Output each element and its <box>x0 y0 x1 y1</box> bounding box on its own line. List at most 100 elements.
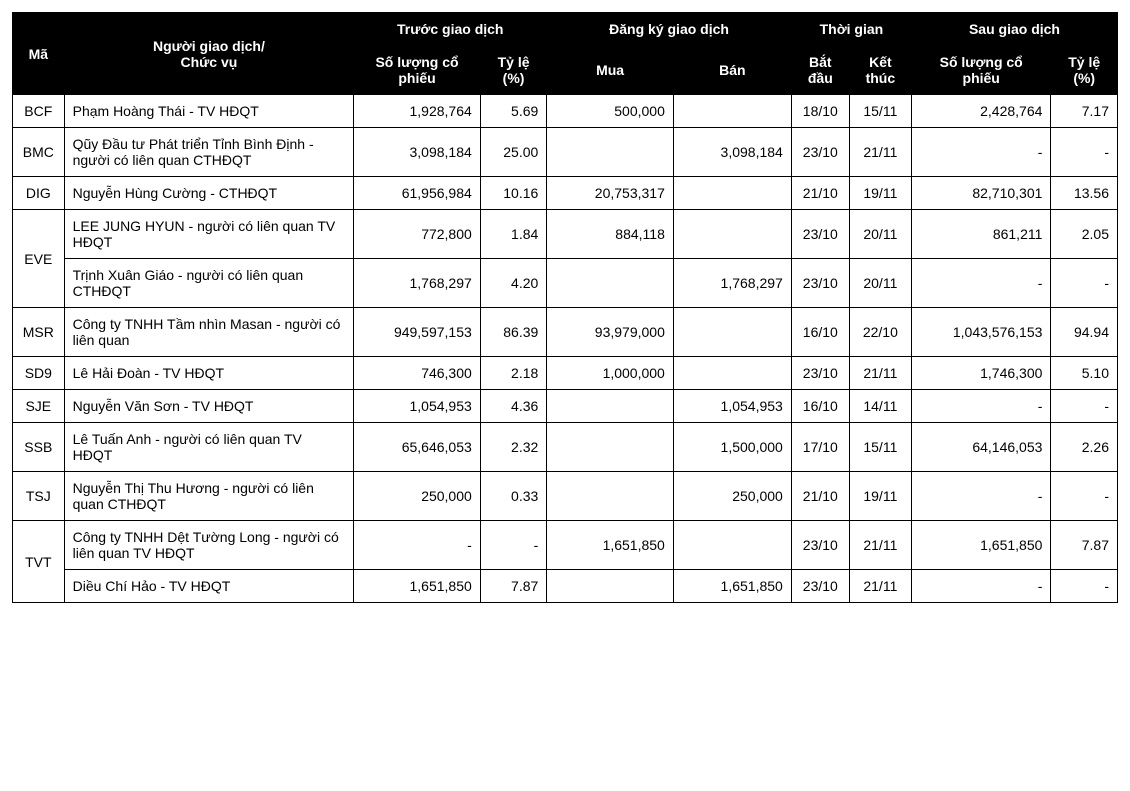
cell-sell: 250,000 <box>673 472 791 521</box>
cell-trader: Nguyễn Hùng Cường - CTHĐQT <box>64 177 354 210</box>
cell-buy: 20,753,317 <box>547 177 674 210</box>
cell-end: 15/11 <box>849 423 911 472</box>
cell-start: 16/10 <box>791 308 849 357</box>
cell-before-pct: - <box>480 521 547 570</box>
cell-before-pct: 86.39 <box>480 308 547 357</box>
cell-start: 18/10 <box>791 95 849 128</box>
col-before-qty: Số lượng cổ phiếu <box>354 46 481 95</box>
cell-before-qty: 1,928,764 <box>354 95 481 128</box>
cell-buy: 1,000,000 <box>547 357 674 390</box>
cell-after-qty: - <box>911 259 1050 308</box>
cell-start: 23/10 <box>791 570 849 603</box>
table-row: EVELEE JUNG HYUN - người có liên quan TV… <box>13 210 1118 259</box>
cell-trader: Trịnh Xuân Giáo - người có liên quan CTH… <box>64 259 354 308</box>
cell-buy: 93,979,000 <box>547 308 674 357</box>
cell-after-qty: 2,428,764 <box>911 95 1050 128</box>
cell-code: DIG <box>13 177 65 210</box>
cell-start: 23/10 <box>791 210 849 259</box>
cell-before-qty: 61,956,984 <box>354 177 481 210</box>
cell-trader: Lê Tuấn Anh - người có liên quan TV HĐQT <box>64 423 354 472</box>
cell-after-pct: - <box>1051 472 1118 521</box>
cell-trader: Lê Hải Đoàn - TV HĐQT <box>64 357 354 390</box>
cell-sell: 1,500,000 <box>673 423 791 472</box>
cell-before-pct: 4.36 <box>480 390 547 423</box>
cell-start: 21/10 <box>791 177 849 210</box>
cell-trader: Nguyễn Văn Sơn - TV HĐQT <box>64 390 354 423</box>
table-row: MSRCông ty TNHH Tầm nhìn Masan - người c… <box>13 308 1118 357</box>
table-row: TVTCông ty TNHH Dệt Tường Long - người c… <box>13 521 1118 570</box>
cell-before-qty: 949,597,153 <box>354 308 481 357</box>
col-code: Mã <box>13 13 65 95</box>
cell-after-qty: 64,146,053 <box>911 423 1050 472</box>
table-body: BCFPhạm Hoàng Thái - TV HĐQT1,928,7645.6… <box>13 95 1118 603</box>
col-before-pct: Tỷ lệ (%) <box>480 46 547 95</box>
cell-before-qty: 746,300 <box>354 357 481 390</box>
col-trader: Người giao dịch/ Chức vụ <box>64 13 354 95</box>
table-row: BCFPhạm Hoàng Thái - TV HĐQT1,928,7645.6… <box>13 95 1118 128</box>
cell-after-qty: 82,710,301 <box>911 177 1050 210</box>
cell-end: 22/10 <box>849 308 911 357</box>
cell-before-pct: 5.69 <box>480 95 547 128</box>
cell-sell <box>673 95 791 128</box>
cell-trader: Phạm Hoàng Thái - TV HĐQT <box>64 95 354 128</box>
cell-before-qty: - <box>354 521 481 570</box>
cell-sell: 3,098,184 <box>673 128 791 177</box>
cell-start: 21/10 <box>791 472 849 521</box>
cell-before-pct: 10.16 <box>480 177 547 210</box>
cell-before-pct: 4.20 <box>480 259 547 308</box>
cell-before-pct: 2.32 <box>480 423 547 472</box>
cell-before-qty: 1,651,850 <box>354 570 481 603</box>
cell-sell <box>673 210 791 259</box>
cell-start: 17/10 <box>791 423 849 472</box>
cell-after-pct: - <box>1051 259 1118 308</box>
cell-after-pct: 7.87 <box>1051 521 1118 570</box>
cell-buy <box>547 390 674 423</box>
colgroup-register: Đăng ký giao dịch <box>547 13 792 46</box>
table-header: Mã Người giao dịch/ Chức vụ Trước giao d… <box>13 13 1118 95</box>
cell-after-pct: 5.10 <box>1051 357 1118 390</box>
cell-end: 20/11 <box>849 210 911 259</box>
col-end: Kết thúc <box>849 46 911 95</box>
cell-trader: Qũy Đầu tư Phát triển Tỉnh Bình Định - n… <box>64 128 354 177</box>
cell-buy <box>547 128 674 177</box>
cell-end: 15/11 <box>849 95 911 128</box>
colgroup-period: Thời gian <box>791 13 911 46</box>
colgroup-before: Trước giao dịch <box>354 13 547 46</box>
cell-after-pct: 7.17 <box>1051 95 1118 128</box>
table-row: SSBLê Tuấn Anh - người có liên quan TV H… <box>13 423 1118 472</box>
cell-sell <box>673 308 791 357</box>
cell-after-qty: 1,746,300 <box>911 357 1050 390</box>
cell-trader: LEE JUNG HYUN - người có liên quan TV HĐ… <box>64 210 354 259</box>
cell-start: 23/10 <box>791 259 849 308</box>
cell-code: MSR <box>13 308 65 357</box>
cell-sell: 1,054,953 <box>673 390 791 423</box>
cell-after-pct: 2.05 <box>1051 210 1118 259</box>
cell-buy: 500,000 <box>547 95 674 128</box>
cell-before-pct: 1.84 <box>480 210 547 259</box>
cell-after-pct: 94.94 <box>1051 308 1118 357</box>
transactions-table: Mã Người giao dịch/ Chức vụ Trước giao d… <box>12 12 1118 603</box>
cell-sell: 1,768,297 <box>673 259 791 308</box>
table-row: Trịnh Xuân Giáo - người có liên quan CTH… <box>13 259 1118 308</box>
table-row: SJENguyễn Văn Sơn - TV HĐQT1,054,9534.36… <box>13 390 1118 423</box>
cell-start: 23/10 <box>791 357 849 390</box>
cell-code: SD9 <box>13 357 65 390</box>
table-row: TSJNguyễn Thị Thu Hương - người có liên … <box>13 472 1118 521</box>
cell-after-pct: 13.56 <box>1051 177 1118 210</box>
cell-end: 21/11 <box>849 128 911 177</box>
cell-end: 20/11 <box>849 259 911 308</box>
cell-sell <box>673 521 791 570</box>
cell-after-qty: - <box>911 128 1050 177</box>
colgroup-after: Sau giao dịch <box>911 13 1117 46</box>
cell-after-qty: - <box>911 472 1050 521</box>
cell-before-pct: 0.33 <box>480 472 547 521</box>
cell-end: 21/11 <box>849 521 911 570</box>
cell-after-qty: 1,651,850 <box>911 521 1050 570</box>
table-row: BMCQũy Đầu tư Phát triển Tỉnh Bình Định … <box>13 128 1118 177</box>
col-after-pct: Tỷ lệ (%) <box>1051 46 1118 95</box>
cell-code: SSB <box>13 423 65 472</box>
cell-after-pct: - <box>1051 390 1118 423</box>
cell-end: 19/11 <box>849 177 911 210</box>
cell-start: 23/10 <box>791 128 849 177</box>
cell-buy <box>547 423 674 472</box>
